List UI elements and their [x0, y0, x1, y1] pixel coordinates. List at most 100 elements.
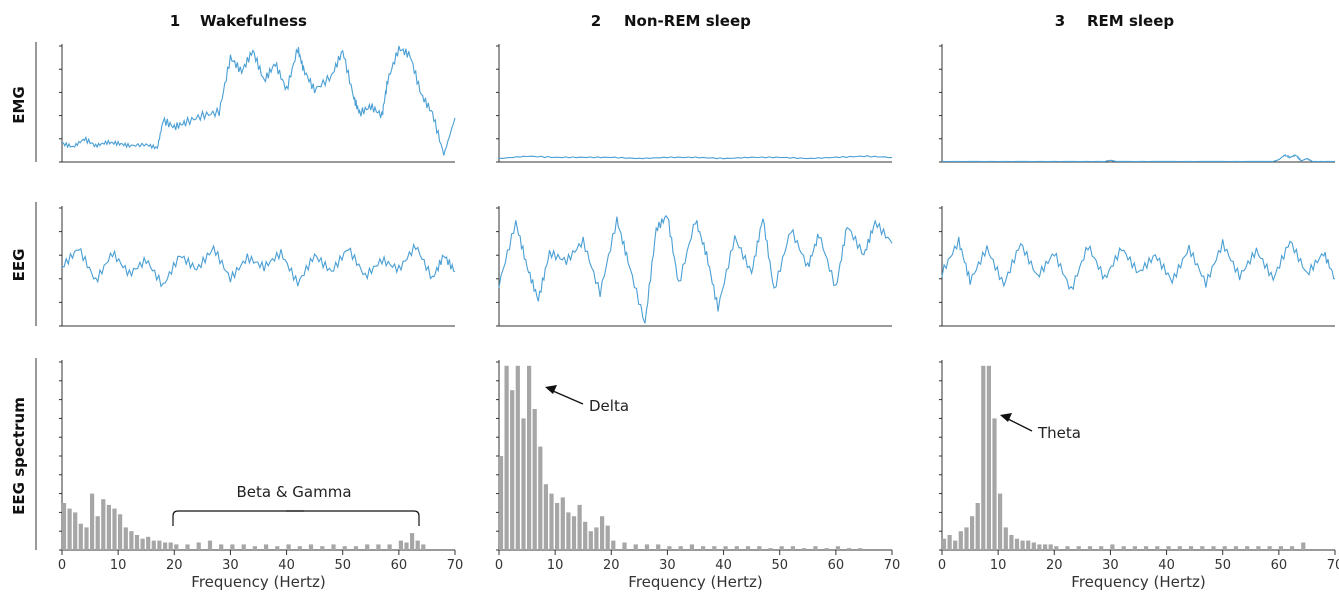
spectrum-bar-eeg-spectrum-2	[521, 418, 526, 550]
spectrum-bar-eeg-spectrum-1	[157, 540, 162, 550]
spectrum-bar-eeg-spectrum-2	[600, 516, 605, 550]
spectrum-bar-eeg-spectrum-1	[286, 544, 291, 550]
x-tick-label-eeg-spectrum-2: 10	[547, 558, 564, 573]
spectrum-bar-eeg-spectrum-3	[953, 540, 958, 550]
spectrum-bar-eeg-spectrum-1	[73, 512, 78, 550]
spectrum-bar-eeg-spectrum-3	[1245, 546, 1250, 550]
spectrum-bar-eeg-spectrum-2	[678, 546, 683, 550]
row-label-eeg: EEG	[10, 249, 28, 282]
x-tick-label-eeg-spectrum-2: 70	[884, 558, 901, 573]
trace-line-eeg-3	[941, 236, 1336, 291]
spectrum-bar-eeg-spectrum-1	[398, 540, 403, 550]
spectrum-bar-eeg-spectrum-2	[701, 546, 706, 550]
column-title-1: Wakefulness	[200, 12, 307, 30]
spectrum-bar-eeg-spectrum-1	[67, 508, 72, 550]
spectrum-bar-eeg-spectrum-1	[365, 544, 370, 550]
spectrum-bar-eeg-spectrum-3	[1267, 546, 1272, 550]
spectrum-bar-eeg-spectrum-3	[1222, 546, 1227, 550]
spectrum-bar-eeg-spectrum-2	[824, 548, 829, 550]
spectrum-bar-eeg-spectrum-1	[308, 544, 314, 550]
spectrum-bar-eeg-spectrum-2	[768, 548, 773, 550]
spectrum-bar-eeg-spectrum-2	[577, 504, 582, 550]
spectrum-bar-eeg-spectrum-1	[275, 546, 280, 550]
spectrum-bar-eeg-spectrum-1	[404, 542, 409, 550]
spectrum-bar-eeg-spectrum-1	[140, 538, 145, 550]
spectrum-bar-eeg-spectrum-3	[1009, 535, 1014, 550]
spectrum-bar-eeg-spectrum-2	[538, 446, 543, 550]
spectrum-bar-eeg-spectrum-3	[1256, 546, 1261, 550]
spectrum-bar-eeg-spectrum-3	[975, 503, 980, 550]
spectrum-bar-eeg-spectrum-2	[779, 546, 784, 550]
panel-emg-1	[59, 44, 456, 163]
spectrum-bar-eeg-spectrum-3	[998, 493, 1003, 550]
annotation-theta: Theta	[1037, 424, 1081, 442]
panel-eeg-3	[939, 206, 1336, 327]
beta-gamma-bracket	[172, 510, 420, 526]
spectrum-bar-eeg-spectrum-1	[264, 544, 269, 550]
x-axis-title-eeg-spectrum-1: Frequency (Hertz)	[191, 573, 325, 591]
spectrum-bar-eeg-spectrum-1	[196, 542, 201, 550]
spectrum-bar-eeg-spectrum-1	[101, 499, 106, 550]
delta-arrow	[552, 390, 584, 405]
spectrum-bar-eeg-spectrum-3	[1076, 546, 1081, 550]
spectrum-bar-eeg-spectrum-3	[1048, 544, 1053, 550]
spectrum-bar-eeg-spectrum-2	[588, 531, 593, 550]
spectrum-bar-eeg-spectrum-3	[1290, 546, 1295, 550]
spectrum-bar-eeg-spectrum-1	[207, 540, 213, 550]
theta-arrowhead	[1000, 413, 1012, 422]
spectrum-bar-eeg-spectrum-2	[555, 503, 560, 550]
panel-eeg-spectrum-1: 0 10 20 30 40 50 60 70 Frequency (Hertz)	[58, 360, 463, 591]
spectrum-bar-eeg-spectrum-1	[376, 544, 381, 550]
spectrum-bar-eeg-spectrum-3	[1177, 546, 1182, 550]
x-tick-label-eeg-spectrum-2: 60	[828, 558, 845, 573]
spectrum-bar-eeg-spectrum-3	[964, 527, 969, 550]
spectrum-bar-eeg-spectrum-2	[510, 390, 515, 550]
spectrum-bar-eeg-spectrum-2	[656, 544, 661, 550]
x-tick-label-eeg-spectrum-1: 50	[334, 558, 351, 573]
spectrum-bar-eeg-spectrum-2	[689, 544, 694, 550]
x-tick-label-eeg-spectrum-2: 50	[771, 558, 788, 573]
x-tick-label-eeg-spectrum-2: 30	[659, 558, 676, 573]
spectrum-bar-eeg-spectrum-2	[532, 409, 537, 550]
panel-eeg-spectrum-2: 0 10 20 30 40 50 60 70 Frequency (Hertz)	[495, 360, 900, 591]
spectrum-bar-eeg-spectrum-2	[560, 497, 565, 550]
spectrum-bar-eeg-spectrum-3	[1278, 546, 1283, 550]
spectrum-bar-eeg-spectrum-1	[61, 503, 67, 550]
x-tick-label-eeg-spectrum-1: 30	[222, 558, 239, 573]
spectrum-bar-eeg-spectrum-2	[644, 544, 650, 550]
trace-line-emg-2	[498, 155, 893, 160]
spectrum-bar-eeg-spectrum-1	[320, 546, 325, 550]
spectrum-bar-eeg-spectrum-3	[1188, 546, 1194, 550]
spectrum-bar-eeg-spectrum-1	[78, 523, 83, 550]
spectrum-bar-eeg-spectrum-3	[981, 365, 986, 550]
panel-eeg-2	[496, 206, 893, 327]
spectrum-bar-eeg-spectrum-2	[813, 546, 818, 550]
spectrum-bar-eeg-spectrum-2	[566, 512, 571, 550]
panel-emg-2	[496, 44, 893, 163]
spectrum-bar-eeg-spectrum-2	[790, 546, 795, 550]
spectrum-bar-eeg-spectrum-1	[168, 542, 173, 550]
spectrum-bar-eeg-spectrum-3	[1014, 538, 1020, 550]
x-tick-label-eeg-spectrum-2: 0	[495, 558, 503, 573]
spectrum-bar-eeg-spectrum-3	[1031, 542, 1036, 550]
spectrum-bar-eeg-spectrum-1	[90, 493, 95, 550]
x-tick-label-eeg-spectrum-3: 20	[1046, 558, 1063, 573]
spectrum-bar-eeg-spectrum-1	[106, 504, 111, 550]
spectrum-bar-eeg-spectrum-2	[515, 365, 520, 550]
x-tick-label-eeg-spectrum-3: 10	[990, 558, 1007, 573]
column-number-1: 1	[170, 12, 180, 30]
delta-annotation: Delta	[545, 385, 629, 415]
spectrum-bar-eeg-spectrum-2	[549, 493, 554, 550]
spectrum-bar-eeg-spectrum-1	[84, 527, 89, 550]
column-number-3: 3	[1055, 12, 1065, 30]
spectrum-bar-eeg-spectrum-1	[331, 544, 336, 550]
column-title-3: REM sleep	[1087, 12, 1174, 30]
x-tick-label-eeg-spectrum-1: 60	[391, 558, 408, 573]
spectrum-bar-eeg-spectrum-2	[611, 540, 616, 550]
spectrum-bar-eeg-spectrum-2	[835, 546, 840, 550]
trace-line-eeg-2	[498, 214, 893, 324]
spectrum-bar-eeg-spectrum-1	[112, 508, 117, 550]
spectrum-bar-eeg-spectrum-1	[415, 540, 420, 550]
spectrum-bar-eeg-spectrum-1	[230, 544, 235, 550]
annotation-delta: Delta	[589, 397, 629, 415]
